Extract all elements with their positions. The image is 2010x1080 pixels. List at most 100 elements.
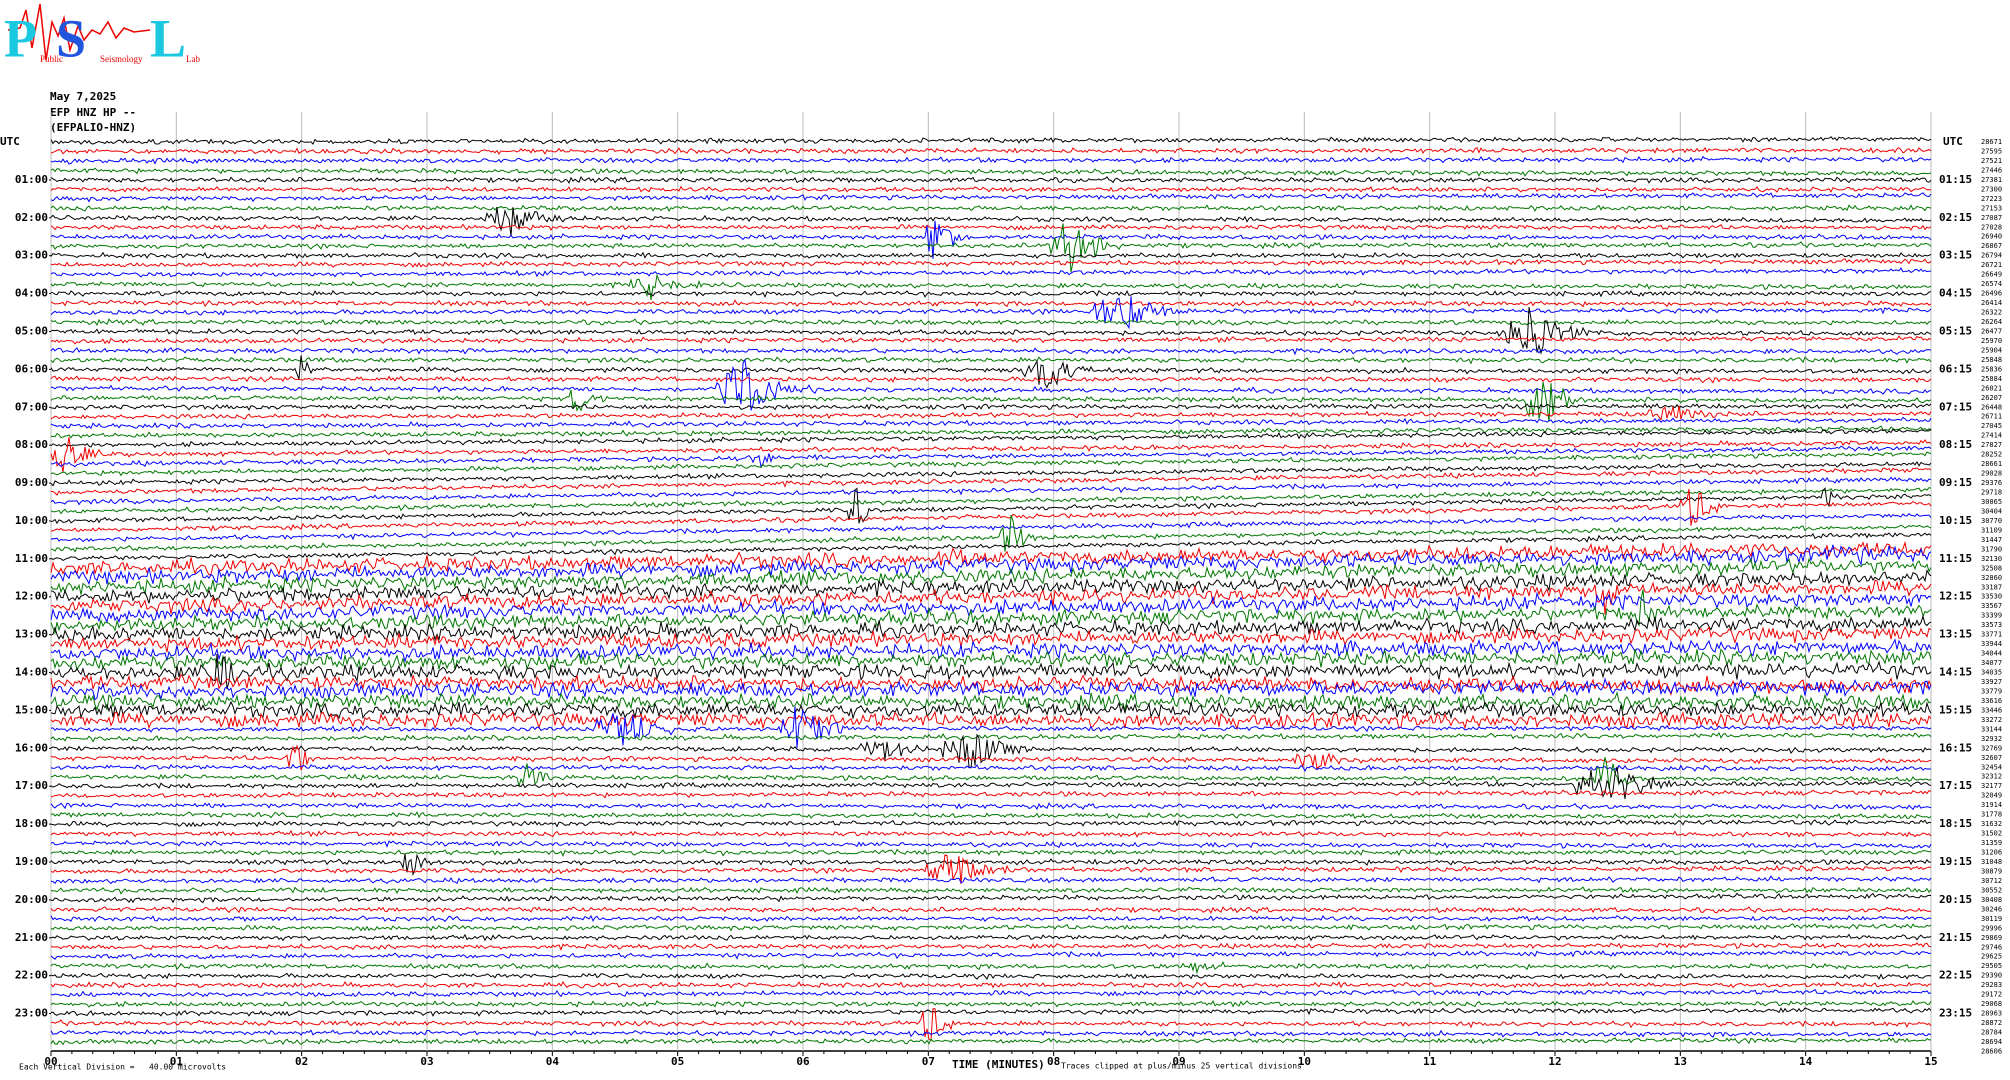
trace-value: 27446 [1981, 166, 2002, 174]
hour-label: 23:00 [15, 1007, 48, 1020]
trace-value: 33399 [1981, 612, 2002, 620]
hour-label: 15:00 [15, 703, 48, 716]
trace-value: 31914 [1981, 801, 2002, 809]
hour-label: 08:15 [1939, 438, 1972, 451]
trace [50, 950, 1932, 960]
trace [50, 258, 1932, 268]
trace-value: 27595 [1981, 147, 2002, 155]
trace-value: 30119 [1981, 915, 2002, 923]
trace-value: 33272 [1981, 716, 2002, 724]
hour-label: 18:15 [1939, 817, 1972, 830]
labels: 00 01 02 03 04 05 06 07 08 09 10 11 12 13 14 15 01:00 02:… [15, 138, 2002, 1068]
trace [50, 488, 1932, 532]
trace [50, 980, 1932, 989]
trace [50, 512, 1932, 543]
trace [50, 515, 1932, 553]
hour-label: 06:00 [15, 362, 48, 375]
trace [50, 476, 1932, 506]
trace [50, 731, 1932, 743]
trace [50, 223, 1932, 273]
trace-value: 29746 [1981, 943, 2002, 951]
trace-value: 26264 [1981, 318, 2002, 326]
trace-value: 26574 [1981, 280, 2002, 288]
trace [50, 273, 1932, 301]
hour-label: 01:15 [1939, 173, 1972, 186]
trace-value: 31359 [1981, 839, 2002, 847]
trace [50, 848, 1931, 857]
hour-label: 09:15 [1939, 476, 1972, 489]
trace-value: 26721 [1981, 261, 2002, 269]
trace [50, 175, 1932, 184]
x-tick-label: 09 [1172, 1055, 1185, 1068]
trace-value: 25836 [1981, 365, 2002, 373]
trace-value: 30404 [1981, 507, 2002, 515]
hour-label: 18:00 [15, 817, 48, 830]
trace [50, 251, 1932, 260]
trace-value: 31109 [1981, 526, 2002, 534]
trace-value: 26322 [1981, 309, 2002, 317]
trace [50, 307, 1932, 355]
trace [50, 819, 1932, 828]
trace-value: 28872 [1981, 1019, 2002, 1027]
trace [50, 136, 1932, 146]
trace [50, 532, 1932, 561]
trace [50, 854, 1932, 885]
trace [50, 892, 1932, 904]
trace [50, 461, 1932, 487]
hour-label: 07:15 [1939, 400, 1972, 413]
trace [50, 185, 1932, 194]
trace-value: 26940 [1981, 233, 2002, 241]
trace-value: 29625 [1981, 953, 2002, 961]
trace [50, 289, 1932, 299]
trace-value: 26867 [1981, 242, 2002, 250]
trace [50, 733, 1932, 769]
trace-value: 30879 [1981, 867, 2002, 875]
trace [50, 933, 1932, 942]
trace-value: 34077 [1981, 659, 2002, 667]
trace [50, 167, 1932, 177]
trace-value: 28671 [1981, 138, 2002, 146]
trace-value: 33944 [1981, 640, 2002, 648]
trace-value: 32508 [1981, 564, 2002, 572]
trace-value: 28661 [1981, 460, 2002, 468]
logo-word: Seismology [100, 54, 143, 64]
trace-value: 30552 [1981, 886, 2002, 894]
trace-value: 26207 [1981, 394, 2002, 402]
hour-label: 10:00 [15, 514, 48, 527]
trace [50, 802, 1932, 811]
hour-label: 02:15 [1939, 211, 1972, 224]
x-tick-label: 01 [170, 1055, 184, 1068]
hour-label: 16:15 [1939, 741, 1972, 754]
trace [50, 299, 1932, 308]
trace-value: 28963 [1981, 1010, 2002, 1018]
trace-value: 26477 [1981, 327, 2002, 335]
trace [50, 569, 1932, 604]
trace [50, 487, 1932, 515]
trace-value: 30408 [1981, 896, 2002, 904]
trace [50, 155, 1932, 165]
hour-label: 06:15 [1939, 362, 1972, 375]
x-tick-label: 10 [1298, 1055, 1311, 1068]
trace [50, 557, 1932, 595]
x-tick-label: 02 [295, 1055, 308, 1068]
trace [50, 428, 1932, 449]
x-tick-label: 06 [796, 1055, 810, 1068]
trace [50, 318, 1932, 327]
trace-value: 34035 [1981, 669, 2002, 677]
station: (EFPALIO-HNZ) [50, 121, 136, 134]
trace-value: 29996 [1981, 924, 2002, 932]
trace-value: 32049 [1981, 792, 2002, 800]
trace-value: 28784 [1981, 1029, 2002, 1037]
trace [50, 875, 1932, 885]
x-tick-label: 00 [44, 1055, 57, 1068]
trace [50, 829, 1932, 838]
trace-value: 32312 [1981, 773, 2002, 781]
trace [50, 591, 1932, 624]
trace-value: 30770 [1981, 517, 2002, 525]
trace [50, 648, 1932, 671]
trace-value: 31632 [1981, 820, 2002, 828]
trace-value: 26021 [1981, 384, 2002, 392]
x-tick-label: 07 [922, 1055, 935, 1068]
date: May 7,2025 [50, 90, 116, 103]
trace [50, 1029, 1932, 1038]
